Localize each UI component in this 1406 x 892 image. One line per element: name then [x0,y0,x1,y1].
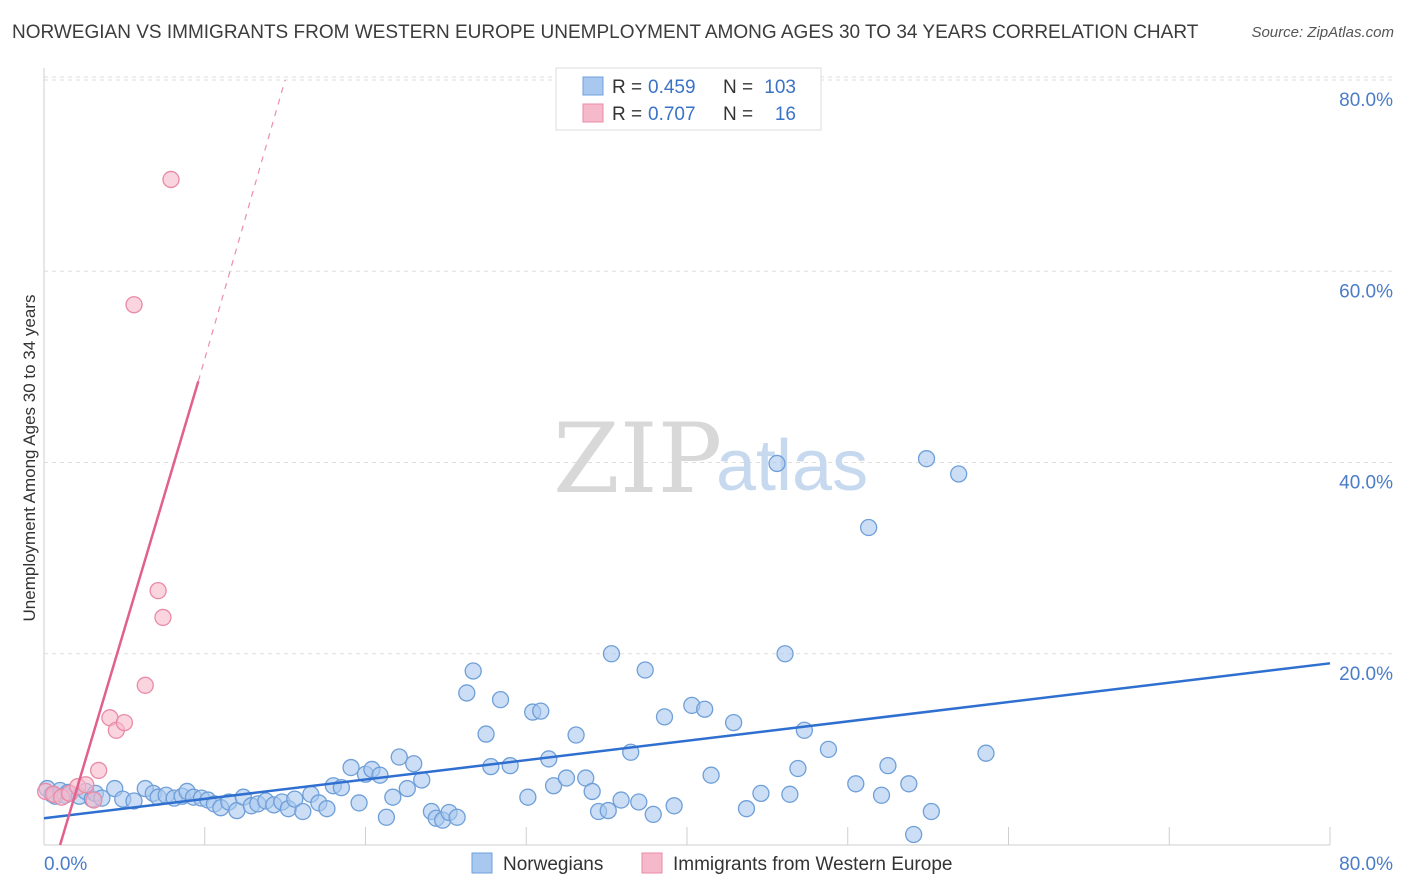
norwegian-point [583,782,601,801]
stats-legend-n-label-2: N = [723,104,753,125]
norwegian-point [737,800,756,818]
norwegian-point [458,684,476,702]
points-layer [36,170,995,844]
immigrant-point [154,608,172,627]
norwegian-point [977,744,995,762]
chart-title: NORWEGIAN VS IMMIGRANTS FROM WESTERN EUR… [12,22,1199,43]
y-tick-label: 40.0% [1339,473,1393,494]
norwegian-point [532,702,550,720]
norwegian-point [519,788,537,806]
y-tick-label: 60.0% [1339,281,1393,302]
norwegian-point [612,791,630,809]
norwegian-point [448,808,466,826]
stats-legend-swatch-blue [582,76,604,96]
norwegian-point [724,713,743,732]
norwegian-point [286,790,304,808]
immigrant-point [162,170,180,189]
y-axis-title: Unemployment Among Ages 30 to 34 years [20,295,39,622]
immigrant-trendline [58,380,200,846]
x-tick-label: 80.0% [1339,854,1393,875]
watermark-zip: ZIP [553,403,722,515]
y-tick-label: 80.0% [1339,90,1393,111]
stats-legend-swatch-pink [582,103,604,123]
norwegian-point [922,802,940,821]
norwegian-point [371,766,389,784]
stats-legend-n-label-1: N = [723,77,753,98]
norwegian-point [294,802,312,821]
norwegian-point [900,775,918,793]
immigrant-point [149,581,167,600]
immigrant-trendline-extension [197,79,286,382]
norwegian-point [950,465,968,483]
norwegian-point [567,726,585,744]
norwegian-point [544,777,563,795]
stats-legend-r-value-2: 0.707 [648,104,696,125]
source-note: Source: ZipAtlas.com [1251,24,1394,41]
stats-legend-r-label-2: R = [612,104,642,125]
watermark-atlas: atlas [716,426,868,506]
x-tick-label: 0.0% [44,854,87,875]
norwegian-point [377,808,396,826]
norwegian-point [477,725,495,743]
norwegian-point [696,700,714,718]
norwegian-point [768,454,786,473]
tick-layer: 20.0% 40.0% 60.0% 80.0% 0.0% 80.0% [44,90,1393,875]
norwegian-point [602,645,621,663]
norwegian-point [859,518,878,537]
norwegian-point [819,740,838,759]
norwegian-point [795,721,813,739]
immigrant-point [115,713,134,732]
norwegian-point [405,755,423,773]
norwegian-point [644,805,662,824]
series-legend-label-norwegians: Norwegians [503,854,603,875]
series-legend-swatch-immigrants [641,852,663,874]
norwegian-point [879,756,897,775]
norwegian-point [125,792,143,810]
norwegian-point [491,691,510,709]
norwegian-point [318,800,336,818]
norwegian-point [557,769,576,787]
immigrant-point [90,761,108,780]
grid-layer [43,68,1392,846]
immigrant-point [136,676,154,694]
norwegian-point [464,662,482,680]
norwegian-point [752,784,770,803]
stats-legend-r-value-1: 0.459 [648,77,696,98]
norwegian-point [599,801,617,820]
norwegian-point [905,825,923,844]
norwegian-point [482,757,500,776]
norwegian-point [847,775,865,793]
norwegian-point [781,785,799,803]
norwegian-point [917,450,936,468]
norwegian-point [390,748,408,766]
norwegian-point [630,793,648,811]
norwegian-point [776,645,794,663]
norwegian-point [636,661,654,679]
norwegian-trendline [43,662,1331,820]
norwegian-point [350,794,368,812]
norwegian-point [702,766,720,784]
norwegian-point [655,708,674,726]
norwegian-point [384,788,402,806]
norwegian-point [342,758,360,777]
series-legend-swatch-norwegians [471,852,493,874]
trend-layer [43,79,1331,846]
series-legend-label-immigrants: Immigrants from Western Europe [673,854,952,875]
stats-legend-n-value-2: 16 [775,104,796,125]
stats-legend-n-value-1: 103 [764,77,796,98]
immigrant-point [125,296,143,314]
stats-legend: R = 0.459 N = 103 R = 0.707 N = 16 [555,67,822,131]
series-legend: Norwegians Immigrants from Western Europ… [471,852,952,875]
norwegian-point [398,779,416,798]
stats-legend-r-label-1: R = [612,77,642,98]
immigrant-point [85,791,103,809]
norwegian-point [501,756,519,775]
norwegian-point [789,759,807,778]
norwegian-point [665,797,683,815]
norwegian-point [872,786,891,804]
y-tick-label: 20.0% [1339,664,1393,685]
